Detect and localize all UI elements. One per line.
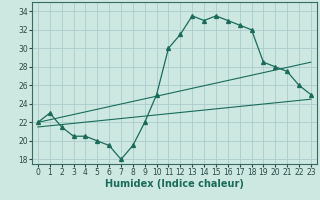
X-axis label: Humidex (Indice chaleur): Humidex (Indice chaleur): [105, 179, 244, 189]
